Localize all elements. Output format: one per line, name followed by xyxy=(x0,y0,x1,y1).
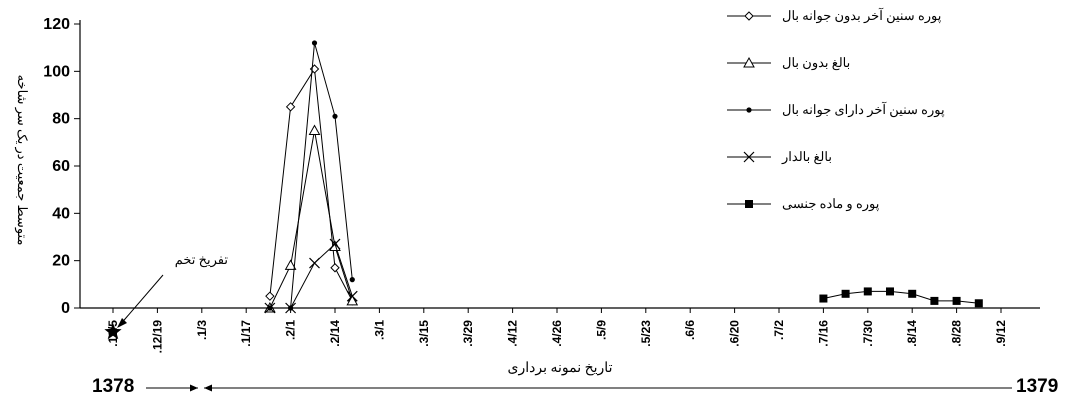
x-tick-label: .1/3 xyxy=(195,320,209,340)
x-tick-label: .7/30 xyxy=(861,320,875,347)
x-tick-label: .6/6 xyxy=(683,320,697,340)
x-tick-label: .5/9 xyxy=(594,320,608,340)
data-point xyxy=(264,302,276,314)
data-point xyxy=(930,296,939,305)
data-point xyxy=(346,290,358,302)
legend-label: پوره و ماده جنسی xyxy=(782,196,880,211)
legend-item: بالغ بدون بال xyxy=(724,53,1024,100)
year-label-end: 1379 xyxy=(1016,376,1059,397)
legend-label: پوره سنین آخر بدون جوانه بال xyxy=(782,8,942,23)
y-tick-label: 120 xyxy=(43,16,70,33)
legend-marker xyxy=(744,11,754,21)
y-axis-title: متوسط جمعیت در یک سر شاخه xyxy=(14,75,30,246)
y-tick-label: 60 xyxy=(52,158,70,175)
legend-marker xyxy=(743,151,755,163)
x-tick-label: .3/1 xyxy=(372,320,386,340)
legend-item: بالغ بالدار xyxy=(724,147,1024,194)
y-tick-label: 100 xyxy=(43,63,70,80)
series-4 xyxy=(264,238,358,314)
legend-swatch xyxy=(727,107,771,113)
y-tick-label: 0 xyxy=(61,300,70,317)
data-point xyxy=(886,287,894,296)
annotation-layer: تفریخ تخم xyxy=(104,252,229,340)
legend-label: بالغ بالدار xyxy=(782,149,832,164)
x-tick-label: .4/26 xyxy=(550,320,564,347)
annotation-arrow xyxy=(118,274,164,327)
data-point xyxy=(329,240,341,251)
legend-swatch xyxy=(727,200,771,208)
x-tick-label: .8/28 xyxy=(950,320,964,347)
legend-label: پوره سنین آخر دارای جوانه بال xyxy=(782,102,945,117)
legend-swatch xyxy=(727,56,771,68)
x-tick-label: .3/29 xyxy=(461,320,475,347)
y-axis: 0 20 40 60 80 100 120 xyxy=(43,16,81,317)
data-point xyxy=(308,124,321,135)
x-tick-label: .9/12 xyxy=(994,320,1008,347)
legend-marker xyxy=(745,200,753,208)
data-point xyxy=(285,102,296,112)
data-point xyxy=(285,302,297,314)
legend-item: پوره سنین آخر بدون جوانه بال xyxy=(724,6,1024,53)
data-point xyxy=(863,287,872,296)
x-tick-label: .2/1 xyxy=(284,320,298,340)
series-2-line xyxy=(269,130,353,309)
x-tick-label: .6/20 xyxy=(728,320,742,347)
data-point xyxy=(819,294,828,303)
data-point xyxy=(329,238,341,250)
legend-swatch xyxy=(727,11,771,21)
series-4-line xyxy=(269,243,353,309)
legend-item: پوره و ماده جنسی xyxy=(724,194,1024,241)
legend-swatch xyxy=(727,151,771,163)
legend-item: پوره سنین آخر دارای جوانه بال xyxy=(724,100,1024,147)
x-tick-label: .4/12 xyxy=(506,320,520,347)
hatching-star-marker xyxy=(104,323,122,340)
x-axis: .12/5.12/19.1/3.1/17.2/1.2/14.3/1.3/15.3… xyxy=(80,307,1040,354)
legend-label: بالغ بدون بال xyxy=(782,55,851,70)
data-point xyxy=(332,113,338,119)
annotation-arrowhead xyxy=(117,318,127,328)
x-tick-label: .8/14 xyxy=(905,320,919,347)
annotation-label: تفریخ تخم xyxy=(175,252,229,268)
x-tick-label: .1/17 xyxy=(239,320,253,347)
legend-marker xyxy=(746,107,752,113)
data-point xyxy=(974,299,983,308)
data-point xyxy=(265,291,275,301)
x-tick-label: .7/16 xyxy=(816,320,830,347)
legend-marker xyxy=(743,56,755,68)
data-point xyxy=(349,277,355,283)
year-label-start: 1378 xyxy=(92,376,135,397)
data-point xyxy=(346,294,359,306)
data-point xyxy=(841,289,850,298)
series-3-line xyxy=(269,42,353,309)
year-arrows xyxy=(146,384,1012,392)
series-layer xyxy=(264,40,983,314)
x-tick-label: .7/2 xyxy=(772,320,786,340)
series-5 xyxy=(819,287,983,308)
legend: پوره سنین آخر بدون جوانه بال بالغ بدون با… xyxy=(724,6,1024,241)
data-point xyxy=(952,296,961,305)
x-tick-label: .5/23 xyxy=(639,320,653,347)
y-tick-label: 20 xyxy=(52,253,70,270)
data-point xyxy=(284,259,297,270)
data-point xyxy=(309,257,320,269)
x-axis-title: تاریخ نمونه برداری xyxy=(508,361,613,376)
data-point xyxy=(330,263,340,273)
x-tick-label: .2/14 xyxy=(328,320,342,347)
year-bar: 1378 1379 xyxy=(0,376,1066,402)
data-point xyxy=(908,289,917,298)
y-tick-label: 80 xyxy=(52,111,70,128)
data-point xyxy=(311,40,318,46)
y-tick-label: 40 xyxy=(52,205,70,222)
x-tick-label: .12/19 xyxy=(150,320,164,354)
x-tick-label: .3/15 xyxy=(417,320,431,347)
